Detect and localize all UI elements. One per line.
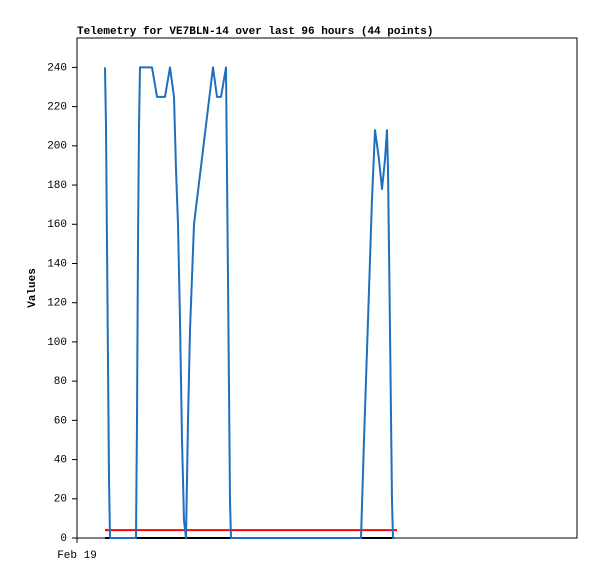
y-tick-label: 0 xyxy=(60,533,67,545)
y-tick-label: 220 xyxy=(47,102,67,114)
chart-title: Telemetry for VE7BLN-14 over last 96 hou… xyxy=(77,26,433,38)
y-axis-label: Values xyxy=(27,268,39,308)
y-tick-label: 80 xyxy=(54,376,67,388)
y-tick-label: 240 xyxy=(47,62,67,74)
y-tick-label: 120 xyxy=(47,298,67,310)
y-tick-label: 160 xyxy=(47,219,67,231)
y-tick-label: 40 xyxy=(54,454,67,466)
y-tick-label: 200 xyxy=(47,141,67,153)
y-tick-label: 140 xyxy=(47,258,67,270)
line-series xyxy=(104,66,395,539)
y-tick-label: 20 xyxy=(54,494,67,506)
y-tick-label: 180 xyxy=(47,180,67,192)
x-tick-label: Feb 19 xyxy=(57,550,97,562)
y-tick-label: 100 xyxy=(47,337,67,349)
y-tick-label: 60 xyxy=(54,415,67,427)
plot-frame xyxy=(76,37,578,539)
